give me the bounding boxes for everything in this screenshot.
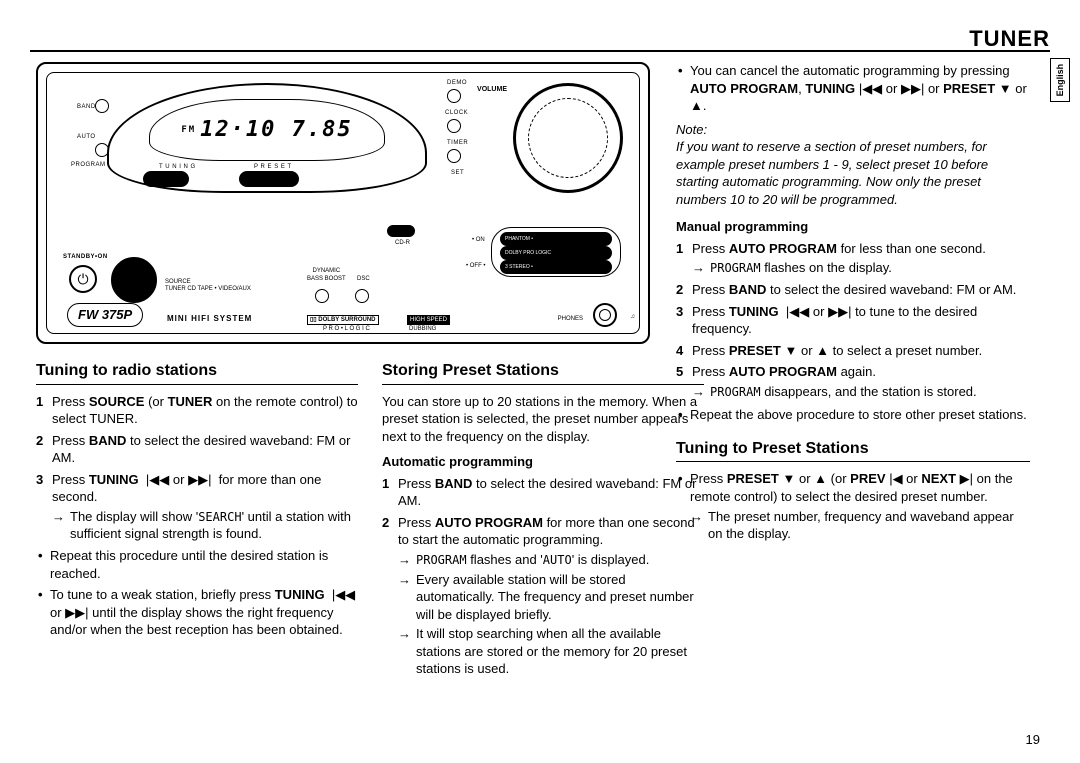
source-labels: SOURCE TUNER CD TAPE • VIDEO/AUX (165, 279, 251, 293)
phones-label: PHONES (558, 315, 583, 323)
sound-knob (593, 303, 617, 327)
dsc-button (355, 289, 369, 303)
column-2: Storing Preset Stations You can store up… (382, 360, 704, 682)
dsc-label: DSC (357, 275, 370, 283)
note-label: Note: (676, 121, 1030, 139)
system-label: MINI HIFI SYSTEM (167, 314, 252, 325)
autoprogram-button (95, 143, 109, 157)
lower-columns: Tuning to radio stations 1Press SOURCE (… (36, 360, 1050, 682)
power-icon: ⏻ (69, 265, 97, 293)
language-tab: English (1050, 58, 1070, 102)
volume-label: VOLUME (477, 85, 507, 94)
band-button (95, 99, 109, 113)
surround-switches: • ON • OFF • PHANTOM • DOLBY PRO LOGIC 3… (491, 227, 621, 277)
note-body: If you want to reserve a section of pres… (676, 138, 1030, 208)
step-item: 1Press AUTO PROGRAM for less than one se… (690, 240, 1030, 277)
highspeed-label: HIGH SPEED (407, 315, 450, 325)
dolby-logo: ▯▯ DOLBY SURROUND (307, 315, 379, 325)
preset-buttons (239, 171, 299, 187)
prologic-label: P R O • L O G I C (323, 325, 370, 333)
step-result: PROGRAM flashes on the display. (692, 259, 1030, 277)
tuning-buttons (143, 171, 189, 187)
step-item: 3Press TUNING |◀◀ or ▶▶| for more than o… (50, 471, 358, 543)
timer-label: TIMER (447, 139, 468, 147)
step-item: 4Press PRESET ▼ or ▲ to select a preset … (690, 342, 1030, 360)
cdr-button (387, 225, 415, 237)
auto-steps-list: 1Press BAND to select the desired waveba… (382, 475, 704, 678)
header-rule (30, 50, 1050, 52)
standby-label: STANDBY•ON (63, 253, 108, 261)
dubbing-label: DUBBING (409, 325, 436, 333)
step-item: 2Press BAND to select the desired waveba… (50, 432, 358, 467)
tuning-steps-list: 1Press SOURCE (or TUNER on the remote co… (36, 393, 358, 543)
dbb-label: DYNAMICBASS BOOST (307, 267, 346, 283)
note-item: To tune to a weak station, briefly press… (50, 586, 358, 639)
step-result: The display will show 'SEARCH' until a s… (52, 508, 358, 543)
model-badge: FW 375P (67, 303, 143, 327)
source-knob (111, 257, 157, 303)
storing-preset-heading: Storing Preset Stations (382, 360, 704, 385)
cdr-label: CD-R (395, 239, 410, 247)
cancel-instruction: You can cancel the automatic programming… (690, 62, 1030, 115)
lcd-display: FM 12·10 7.85 (149, 99, 385, 161)
preset-label: P R E S E T (254, 163, 292, 171)
dbb-button (315, 289, 329, 303)
display-pod: FM 12·10 7.85 T U N I N G P R E S E T (107, 83, 427, 193)
step-item: 2Press BAND to select the desired waveba… (690, 281, 1030, 299)
band-label: BAND (77, 103, 96, 111)
tuning-label: T U N I N G (159, 163, 196, 171)
step-item: 1Press SOURCE (or TUNER on the remote co… (50, 393, 358, 428)
step-result: PROGRAM flashes and 'AUTO' is displayed. (398, 551, 704, 569)
clock-label: CLOCK (445, 109, 468, 117)
demo-button (447, 89, 461, 103)
clock-button (447, 119, 461, 133)
set-label: SET (451, 169, 464, 177)
program-label: PROGRAM (71, 161, 106, 169)
auto-label: AUTO (77, 133, 96, 141)
page-number: 19 (1026, 731, 1040, 749)
tuning-notes-list: Repeat this procedure until the desired … (36, 547, 358, 639)
step-result: It will stop searching when all the avai… (398, 625, 704, 678)
auto-programming-heading: Automatic programming (382, 453, 704, 471)
storing-intro: You can store up to 20 stations in the m… (382, 393, 704, 446)
step-item: 1Press BAND to select the desired waveba… (396, 475, 704, 510)
device-illustration: FM 12·10 7.85 T U N I N G P R E S E T BA… (36, 62, 650, 344)
timer-button (447, 149, 461, 163)
volume-knob (513, 83, 623, 193)
column-3-spacer (728, 360, 1050, 682)
demo-label: DEMO (447, 79, 467, 87)
step-item: 3Press TUNING |◀◀ or ▶▶| to tune to the … (690, 303, 1030, 338)
step-item: 2Press AUTO PROGRAM for more than one se… (396, 514, 704, 678)
manual-programming-heading: Manual programming (676, 218, 1030, 236)
step-result: Every available station will be stored a… (398, 571, 704, 624)
note-item: Repeat this procedure until the desired … (50, 547, 358, 582)
column-1: Tuning to radio stations 1Press SOURCE (… (36, 360, 358, 682)
tuning-radio-heading: Tuning to radio stations (36, 360, 358, 385)
headphone-icon: ♫ (631, 313, 636, 321)
